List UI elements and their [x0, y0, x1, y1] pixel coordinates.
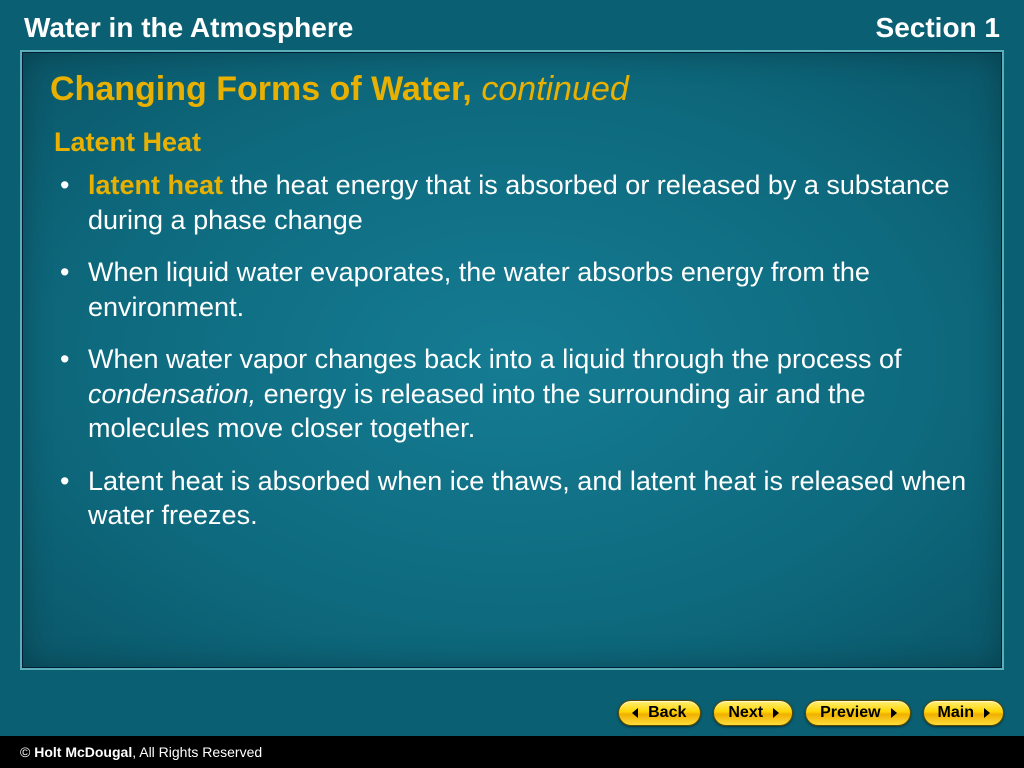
chevron-right-icon [886, 706, 900, 720]
term-highlight: latent heat [88, 170, 223, 200]
bullet-list: latent heat the heat energy that is abso… [50, 168, 974, 533]
chevron-right-icon [979, 706, 993, 720]
list-item: Latent heat is absorbed when ice thaws, … [54, 464, 974, 533]
copyright-symbol: © [20, 744, 34, 760]
italic-term: condensation, [88, 379, 256, 409]
chapter-title: Water in the Atmosphere [24, 12, 353, 44]
chevron-left-icon [629, 706, 643, 720]
slide-header: Water in the Atmosphere Section 1 [0, 0, 1024, 50]
slide-title-main: Changing Forms of Water, [50, 70, 481, 108]
slide-content-panel: Changing Forms of Water, continued Laten… [20, 50, 1004, 670]
bullet-text: When water vapor changes back into a liq… [88, 344, 901, 374]
bullet-text: When liquid water evaporates, the water … [88, 257, 870, 322]
section-label: Section 1 [876, 12, 1000, 44]
back-button[interactable]: Back [618, 700, 701, 726]
slide-title: Changing Forms of Water, continued [50, 70, 974, 109]
next-button-label: Next [728, 704, 763, 722]
list-item: When water vapor changes back into a liq… [54, 342, 974, 446]
preview-button[interactable]: Preview [805, 700, 910, 726]
list-item: When liquid water evaporates, the water … [54, 255, 974, 324]
slide-footer: © Holt McDougal, All Rights Reserved [0, 736, 1024, 768]
main-button-label: Main [938, 704, 974, 722]
navigation-bar: Back Next Preview Main [618, 700, 1004, 726]
chevron-right-icon [768, 706, 782, 720]
preview-button-label: Preview [820, 704, 880, 722]
main-button[interactable]: Main [923, 700, 1004, 726]
back-button-label: Back [648, 704, 686, 722]
rights-text: , All Rights Reserved [132, 744, 262, 760]
slide-subtitle: Latent Heat [50, 127, 974, 158]
next-button[interactable]: Next [713, 700, 793, 726]
publisher-brand: Holt McDougal [34, 744, 132, 760]
bullet-text: Latent heat is absorbed when ice thaws, … [88, 466, 966, 531]
list-item: latent heat the heat energy that is abso… [54, 168, 974, 237]
slide-title-continued: continued [481, 70, 628, 108]
